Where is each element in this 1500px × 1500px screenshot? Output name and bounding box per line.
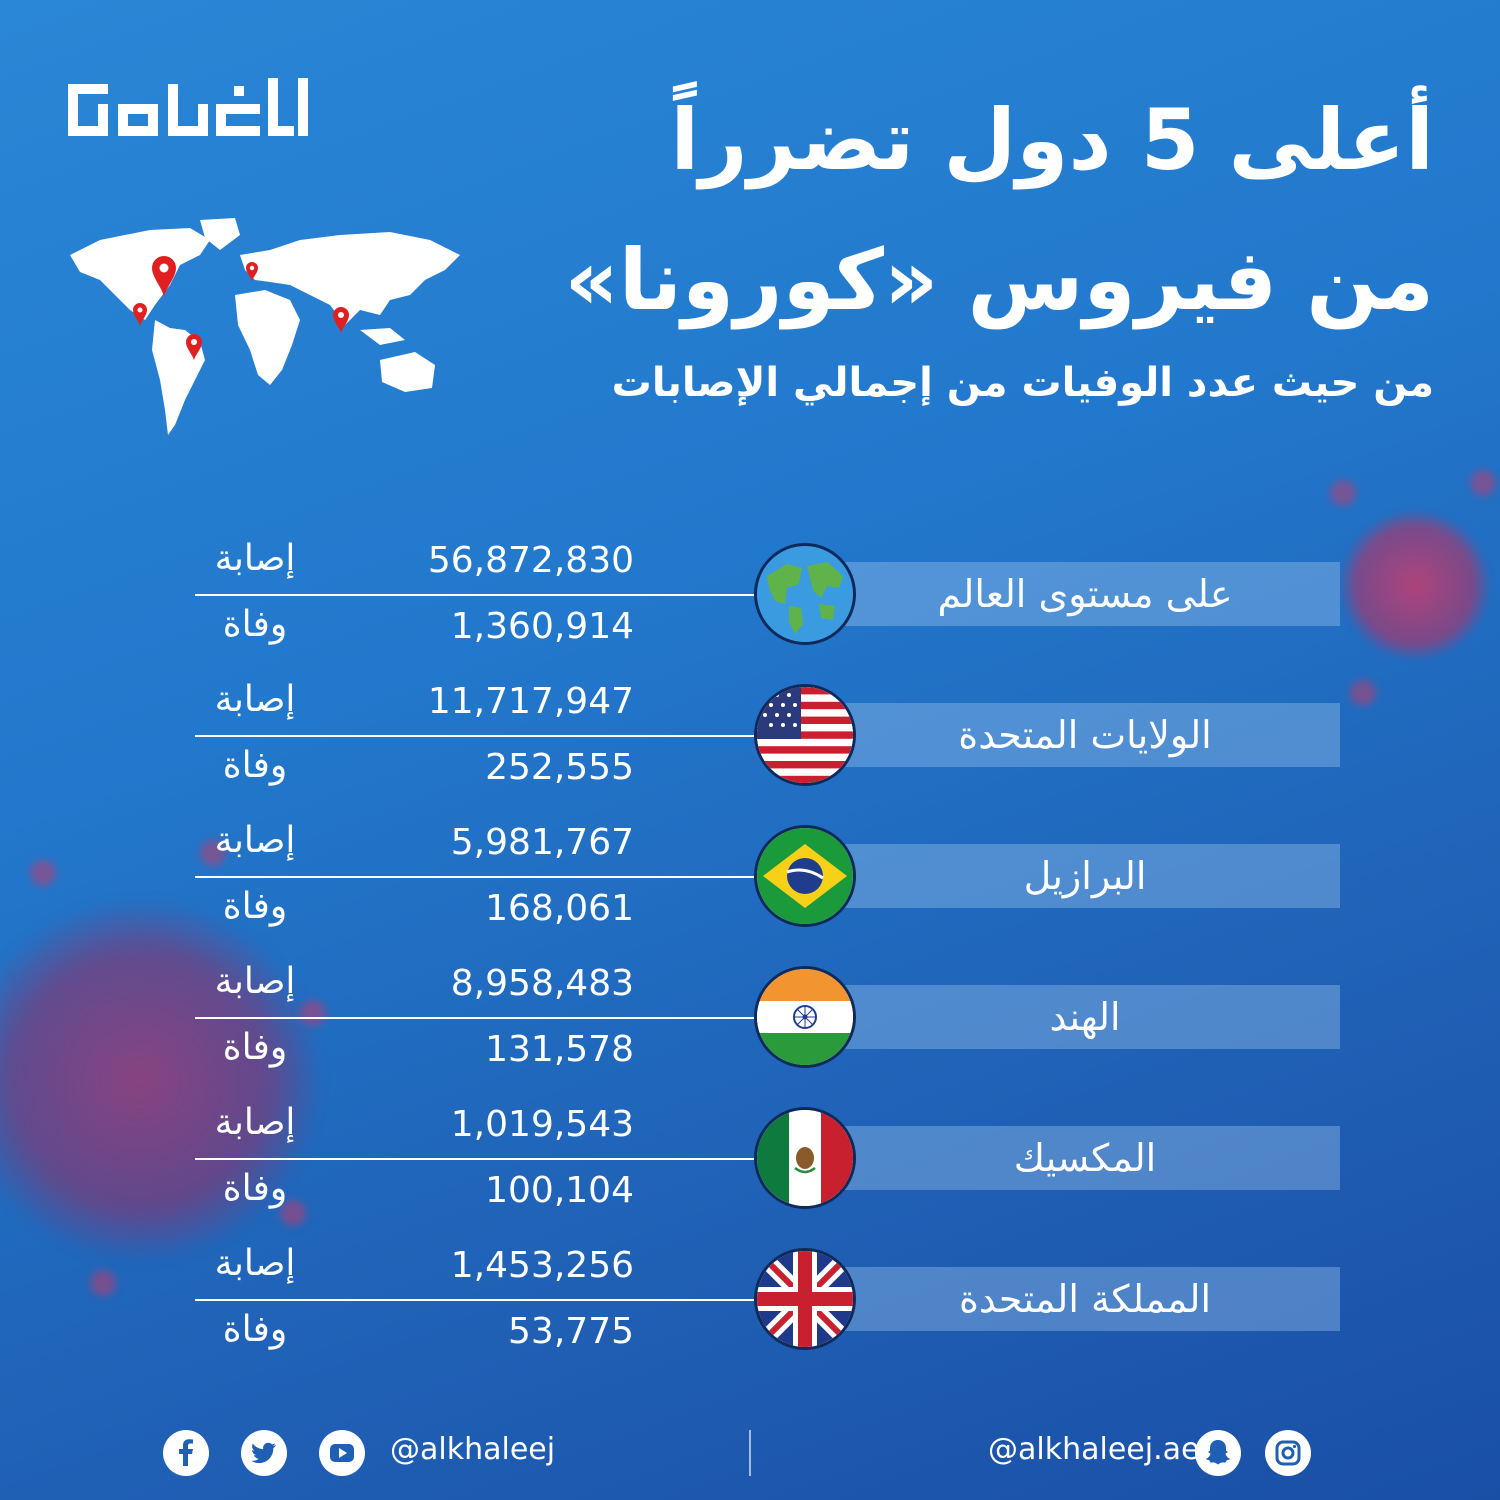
cases-label: إصابة	[214, 1243, 296, 1284]
row-divider	[195, 1158, 755, 1160]
deaths-label: وفاة	[222, 604, 288, 645]
row-divider	[195, 1299, 755, 1301]
country-name: الولايات المتحدة	[958, 713, 1212, 757]
cases-value: 56,872,830	[427, 540, 634, 581]
cases-label: إصابة	[214, 1102, 296, 1143]
left-social-handle[interactable]: @alkhaleej	[390, 1432, 556, 1467]
table-row: 1,019,543 إصابة 100,104 وفاة المكسيك	[0, 1102, 1500, 1236]
row-divider	[195, 735, 755, 737]
twitter-icon[interactable]	[241, 1430, 287, 1476]
virus-spike	[1330, 480, 1356, 506]
country-name: على مستوى العالم	[937, 572, 1233, 616]
country-name: البرازيل	[1023, 854, 1147, 898]
usa-flag	[754, 684, 856, 786]
table-row: 1,453,256 إصابة 53,775 وفاة المملكة المت…	[0, 1243, 1500, 1377]
virus-spike	[300, 1000, 326, 1026]
deaths-label: وفاة	[222, 886, 288, 927]
country-band: على مستوى العالم	[830, 562, 1340, 626]
row-divider	[195, 594, 755, 596]
youtube-icon[interactable]	[319, 1430, 365, 1476]
footer-divider	[749, 1430, 751, 1476]
virus-spike	[1350, 680, 1376, 706]
cases-label: إصابة	[214, 538, 296, 579]
page-title: أعلى 5 دول تضرراً من فيروس «كورونا»	[534, 70, 1434, 350]
deaths-label: وفاة	[222, 1168, 288, 1209]
row-divider	[195, 1017, 755, 1019]
deaths-value: 252,555	[485, 747, 634, 788]
country-band: الهند	[830, 985, 1340, 1049]
uk-flag	[754, 1248, 856, 1350]
cases-value: 5,981,767	[450, 822, 634, 863]
table-row: 11,717,947 إصابة 252,555 وفاة الولايات ا…	[0, 679, 1500, 813]
virus-spike	[1470, 470, 1496, 496]
deaths-value: 131,578	[485, 1029, 634, 1070]
virus-spike	[200, 840, 226, 866]
deaths-value: 168,061	[485, 888, 634, 929]
country-name: المكسيك	[1013, 1136, 1157, 1180]
cases-value: 1,453,256	[450, 1245, 634, 1286]
country-name: المملكة المتحدة	[958, 1277, 1212, 1321]
deaths-label: وفاة	[222, 745, 288, 786]
deaths-label: وفاة	[222, 1309, 288, 1350]
page-subtitle: من حيث عدد الوفيات من إجمالي الإصابات	[611, 360, 1434, 406]
deaths-value: 53,775	[508, 1311, 634, 1352]
alkhaleej-logo	[66, 72, 316, 152]
table-row: 5,981,767 إصابة 168,061 وفاة البرازيل	[0, 820, 1500, 954]
country-name: الهند	[1049, 995, 1121, 1039]
country-band: البرازيل	[830, 844, 1340, 908]
virus-spike	[90, 1270, 116, 1296]
deaths-value: 1,360,914	[450, 606, 634, 647]
deaths-value: 100,104	[485, 1170, 634, 1211]
snapchat-icon[interactable]	[1195, 1430, 1241, 1476]
title-line-1: أعلى 5 دول تضرراً	[670, 91, 1434, 189]
country-band: المملكة المتحدة	[830, 1267, 1340, 1331]
deaths-label: وفاة	[222, 1027, 288, 1068]
cases-label: إصابة	[214, 679, 296, 720]
facebook-icon[interactable]	[163, 1430, 209, 1476]
right-social-handle[interactable]: @alkhaleej.ae	[988, 1432, 1200, 1467]
country-band: المكسيك	[830, 1126, 1340, 1190]
world-map	[60, 210, 470, 440]
instagram-icon[interactable]	[1265, 1430, 1311, 1476]
country-band: الولايات المتحدة	[830, 703, 1340, 767]
title-line-2: من فيروس «كورونا»	[564, 231, 1434, 329]
table-row: 56,872,830 إصابة 1,360,914 وفاة على مستو…	[0, 538, 1500, 672]
globe-icon	[754, 543, 856, 645]
cases-value: 11,717,947	[427, 681, 634, 722]
table-row: 8,958,483 إصابة 131,578 وفاة الهند	[0, 961, 1500, 1095]
india-flag	[754, 966, 856, 1068]
virus-spike	[30, 860, 56, 886]
virus-decoration	[0, 900, 320, 1260]
cases-label: إصابة	[214, 961, 296, 1002]
mexico-flag	[754, 1107, 856, 1209]
virus-decoration	[1340, 510, 1490, 660]
brazil-flag	[754, 825, 856, 927]
row-divider	[195, 876, 755, 878]
cases-value: 1,019,543	[450, 1104, 634, 1145]
cases-label: إصابة	[214, 820, 296, 861]
virus-spike	[280, 1200, 306, 1226]
cases-value: 8,958,483	[450, 963, 634, 1004]
